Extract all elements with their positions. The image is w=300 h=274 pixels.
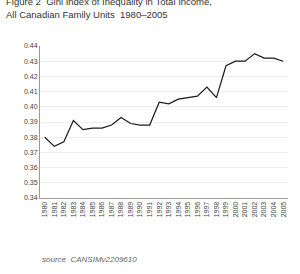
svg-text:1997: 1997 bbox=[203, 202, 210, 218]
svg-text:0.43: 0.43 bbox=[24, 58, 38, 65]
svg-text:0.39: 0.39 bbox=[24, 118, 38, 125]
svg-text:2002: 2002 bbox=[251, 202, 258, 218]
svg-text:0.44: 0.44 bbox=[24, 42, 38, 49]
svg-text:0.41: 0.41 bbox=[24, 88, 38, 95]
svg-text:1993: 1993 bbox=[165, 202, 172, 218]
svg-text:0.40: 0.40 bbox=[24, 103, 38, 110]
svg-text:1999: 1999 bbox=[222, 202, 229, 218]
svg-text:2004: 2004 bbox=[270, 202, 277, 218]
svg-text:1984: 1984 bbox=[79, 202, 86, 218]
svg-text:1980: 1980 bbox=[41, 202, 48, 218]
svg-text:1983: 1983 bbox=[70, 202, 77, 218]
svg-text:2003: 2003 bbox=[260, 202, 267, 218]
svg-text:1995: 1995 bbox=[184, 202, 191, 218]
svg-text:1989: 1989 bbox=[127, 202, 134, 218]
svg-text:Figure 2 Gini Index of Inequa: Figure 2 Gini Index of Inequality in Tot… bbox=[6, 0, 212, 20]
svg-text:1985: 1985 bbox=[89, 202, 96, 218]
svg-text:1986: 1986 bbox=[98, 202, 105, 218]
svg-text:1987: 1987 bbox=[108, 202, 115, 218]
svg-text:0.38: 0.38 bbox=[24, 134, 38, 141]
svg-text:2001: 2001 bbox=[241, 202, 248, 218]
svg-text:1981: 1981 bbox=[51, 202, 58, 218]
svg-text:1992: 1992 bbox=[156, 202, 163, 218]
svg-text:0.34: 0.34 bbox=[24, 194, 38, 201]
svg-text:1990: 1990 bbox=[136, 202, 143, 218]
svg-text:1988: 1988 bbox=[117, 202, 124, 218]
svg-text:2000: 2000 bbox=[232, 202, 239, 218]
svg-text:1994: 1994 bbox=[175, 202, 182, 218]
svg-text:0.35: 0.35 bbox=[24, 179, 38, 186]
svg-text:1982: 1982 bbox=[60, 202, 67, 218]
svg-text:0.42: 0.42 bbox=[24, 73, 38, 80]
svg-text:1996: 1996 bbox=[194, 202, 201, 218]
svg-text:0.36: 0.36 bbox=[24, 164, 38, 171]
svg-text:1991: 1991 bbox=[146, 202, 153, 218]
svg-text:2005: 2005 bbox=[280, 202, 287, 218]
svg-text:0.37: 0.37 bbox=[24, 149, 38, 156]
svg-text:source CANSIMv2209610: source CANSIMv2209610 bbox=[42, 255, 137, 264]
svg-text:1998: 1998 bbox=[213, 202, 220, 218]
